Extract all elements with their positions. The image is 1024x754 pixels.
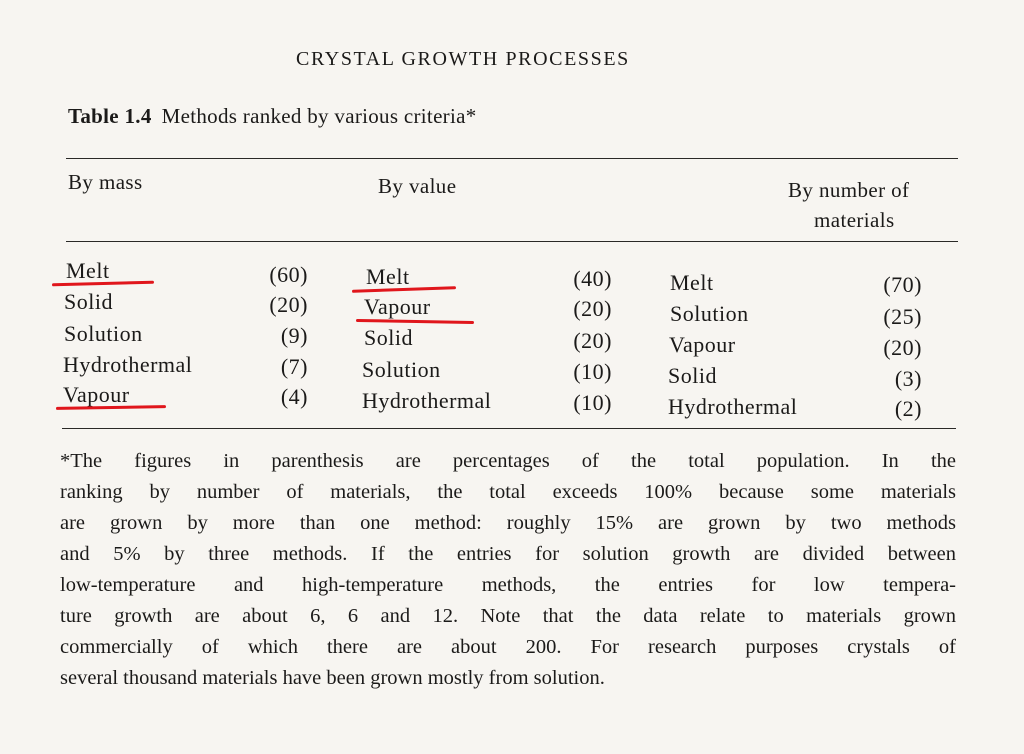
footnote-line-7: commercially of which there are about 20…: [60, 636, 956, 658]
header-by-number-line2: materials: [814, 208, 895, 232]
number-pct-4: (3): [894, 366, 922, 391]
value-pct-4: (10): [573, 359, 612, 384]
mass-method-4: Hydrothermal: [63, 352, 193, 377]
value-pct-3: (20): [573, 328, 612, 353]
number-pct-3: (20): [883, 335, 922, 360]
value-method-3: Solid: [364, 325, 413, 350]
value-method-4: Solution: [362, 357, 441, 382]
table-title: Methods ranked by various criteria*: [161, 104, 477, 128]
footnote-line-8: several thousand materials have been gro…: [60, 667, 605, 689]
header-rule: [66, 241, 958, 243]
number-method-4: Solid: [668, 363, 717, 388]
number-method-2: Solution: [670, 301, 749, 326]
mass-method-1: Melt: [66, 258, 110, 283]
bottom-rule: [62, 428, 956, 430]
footnote-line-2: ranking by number of materials, the tota…: [60, 481, 956, 503]
top-rule: [66, 158, 958, 160]
footnote-line-3: are grown by more than one method: rough…: [60, 512, 956, 534]
table-footnote: *The figures in parenthesis are percenta…: [60, 446, 956, 694]
mass-method-5: Vapour: [63, 382, 130, 407]
mass-pct-5: (4): [280, 384, 308, 409]
number-method-3: Vapour: [669, 332, 736, 357]
table-label: Table 1.4: [68, 104, 152, 128]
running-head: CRYSTAL GROWTH PROCESSES: [296, 48, 630, 70]
value-pct-1: (40): [573, 266, 612, 291]
mass-pct-4: (7): [280, 354, 308, 379]
footnote-line-6: ture growth are about 6, 6 and 12. Note …: [60, 605, 956, 627]
pen-underline-mass-vapour: [55, 405, 167, 410]
mass-pct-2: (20): [269, 292, 308, 317]
footnote-line-4: and 5% by three methods. If the entries …: [60, 543, 956, 565]
footnote-line-5: low-temperature and high-temperature met…: [60, 574, 956, 596]
number-pct-5: (2): [894, 396, 922, 421]
number-method-5: Hydrothermal: [668, 394, 798, 419]
value-pct-2: (20): [573, 296, 612, 321]
table-caption: Table 1.4 Methods ranked by various crite…: [68, 104, 477, 129]
value-method-2: Vapour: [364, 294, 431, 319]
mass-method-3: Solution: [64, 321, 143, 346]
header-by-number-line1: By number of: [788, 178, 910, 202]
header-by-value: By value: [378, 174, 457, 198]
mass-pct-1: (60): [269, 262, 308, 287]
number-pct-2: (25): [883, 304, 922, 329]
footnote-line-1: *The figures in parenthesis are percenta…: [60, 450, 956, 472]
number-method-1: Melt: [670, 270, 714, 295]
value-method-1: Melt: [366, 264, 410, 289]
value-pct-5: (10): [573, 390, 612, 415]
value-method-5: Hydrothermal: [362, 388, 492, 413]
mass-method-2: Solid: [64, 289, 113, 314]
header-by-mass: By mass: [68, 170, 143, 194]
mass-pct-3: (9): [280, 323, 308, 348]
pen-underline-value-vapour: [355, 318, 475, 325]
number-pct-1: (70): [883, 272, 922, 297]
